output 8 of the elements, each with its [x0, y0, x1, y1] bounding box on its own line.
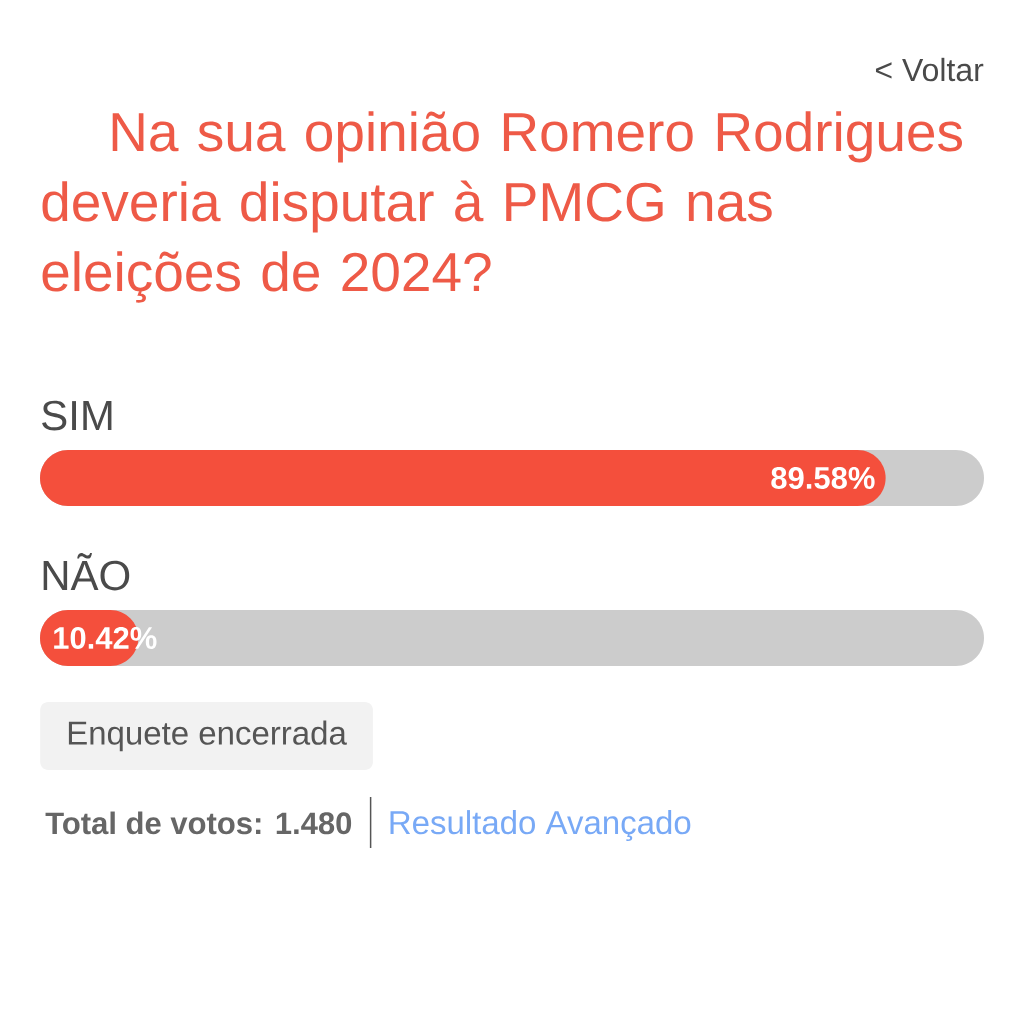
text: < Voltar [875, 57, 984, 82]
y-tick-label: SIM [42, 400, 112, 431]
text: Total de votos: 1.480 [45, 811, 352, 835]
chart-title: Na sua opinião Romero Rodrigues deveria disputar à PMCG nas eleições de 2024? [42, 111, 963, 303]
text: Enquete encerrada [68, 720, 347, 752]
y-tick-label: NÃO [43, 553, 130, 591]
data-label: 89.58% [771, 467, 875, 489]
text: Resultado Avançado [390, 810, 691, 841]
